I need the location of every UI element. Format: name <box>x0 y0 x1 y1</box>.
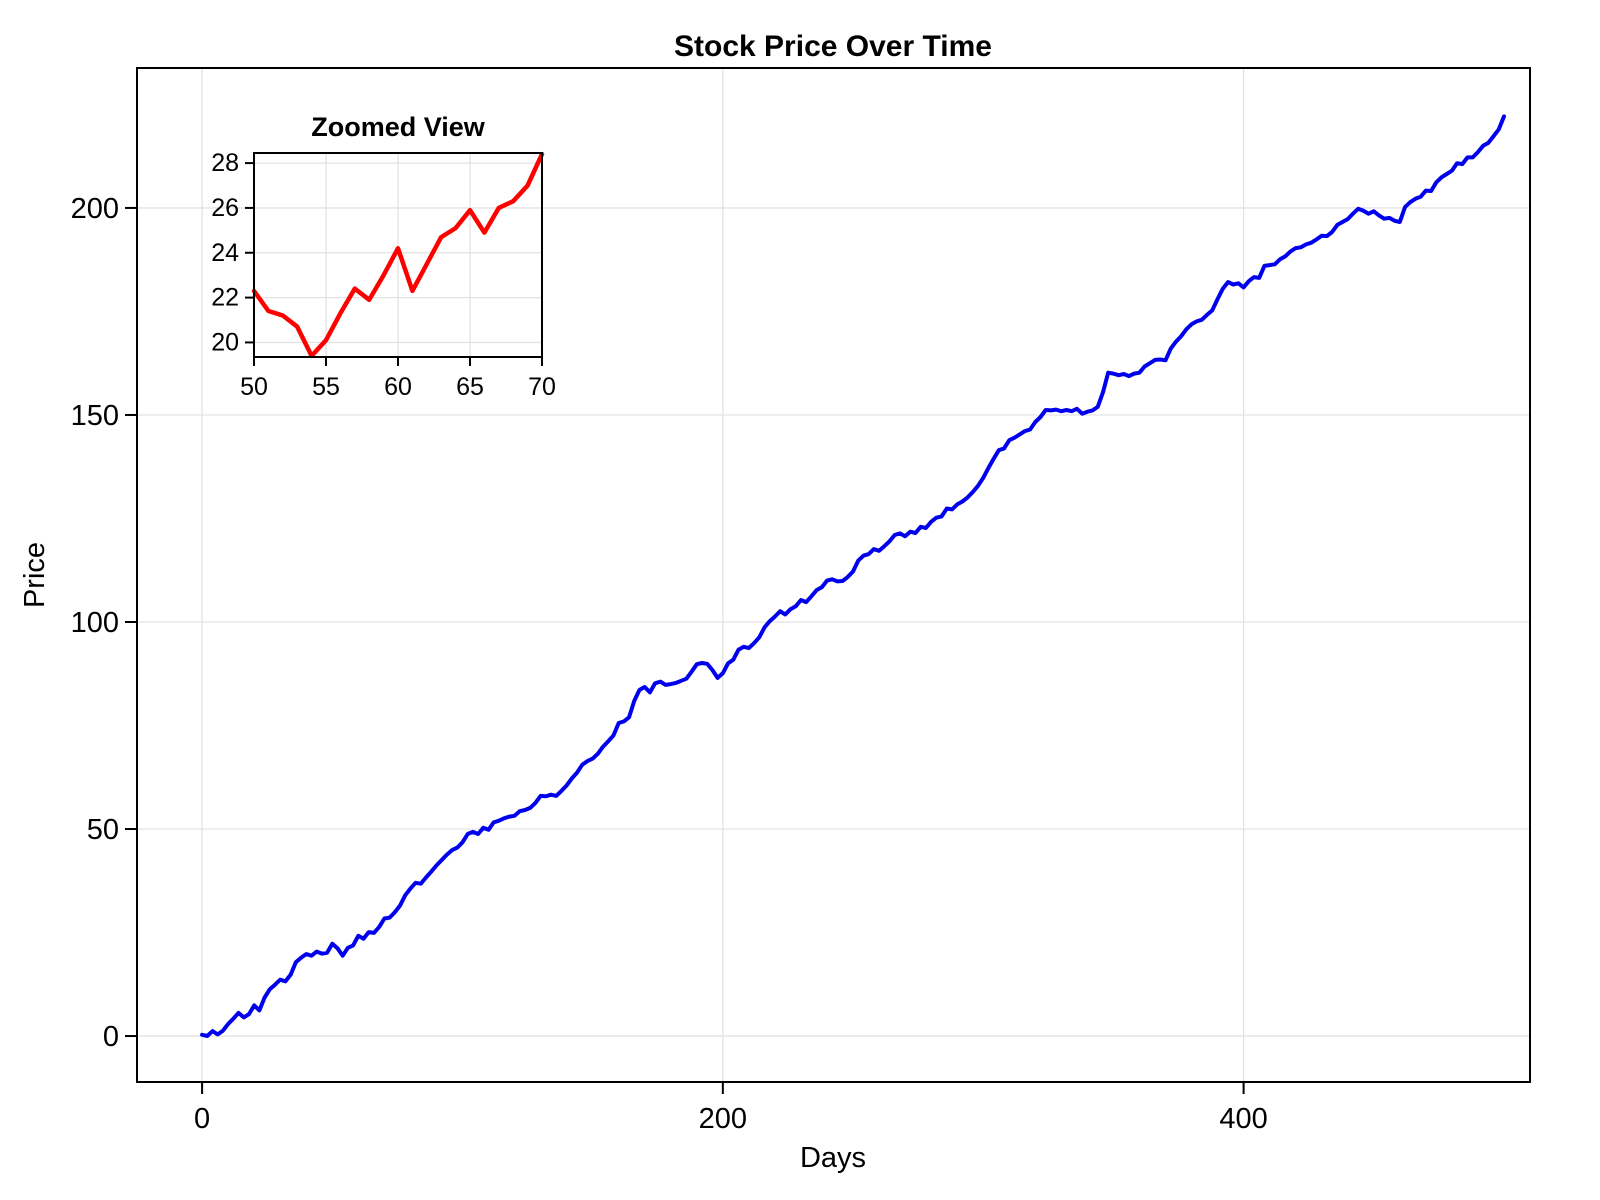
y-tick-label: 200 <box>71 193 119 225</box>
stock-price-line-series <box>200 114 1506 1038</box>
x-tick-label: 200 <box>699 1103 747 1135</box>
zoomed-price-line-series <box>251 151 545 359</box>
y-tick-label: 26 <box>211 194 239 222</box>
y-tick-label: 100 <box>71 607 119 639</box>
inset-title: Zoomed View <box>311 112 486 142</box>
chart-title: Stock Price Over Time <box>674 30 992 63</box>
y-tick-label: 28 <box>211 149 239 177</box>
y-tick-label: 22 <box>211 284 239 312</box>
x-tick-label: 60 <box>384 373 412 401</box>
y-tick-label: 50 <box>87 814 119 846</box>
x-tick-label: 70 <box>528 373 556 401</box>
y-tick-label: 0 <box>103 1021 119 1053</box>
x-tick-label: 0 <box>194 1103 210 1135</box>
x-tick-label: 65 <box>456 373 484 401</box>
inset-chart: 50 55 60 65 70 20 22 24 26 28 <box>211 149 556 401</box>
x-tick-label: 400 <box>1219 1103 1267 1135</box>
x-tick-label: 55 <box>312 373 340 401</box>
y-tick-label: 24 <box>211 239 239 267</box>
x-tick-label: 50 <box>240 373 268 401</box>
y-tick-label: 150 <box>71 400 119 432</box>
plot-frame <box>136 67 1531 1083</box>
y-tick-label: 20 <box>211 328 239 356</box>
main-chart: 0 200 400 0 50 100 150 200 <box>71 67 1531 1135</box>
x-axis-label: Days <box>800 1142 866 1174</box>
y-axis-label: Price <box>19 542 51 608</box>
